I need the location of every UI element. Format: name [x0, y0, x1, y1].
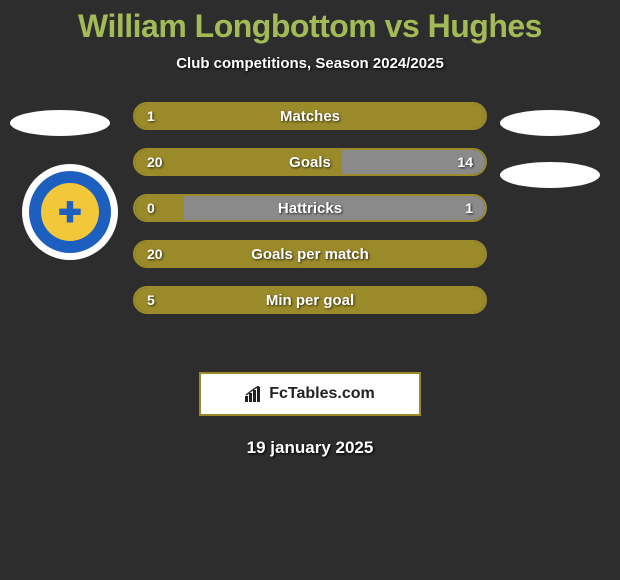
page-subtitle: Club competitions, Season 2024/2025: [0, 55, 620, 72]
comparison-area: ✚ Matches1 Goals2014 Hattricks01 Goals per …: [0, 102, 620, 362]
page-title: William Longbottom vs Hughes: [0, 8, 620, 45]
brand-attribution: FcTables.com: [199, 372, 421, 416]
stat-bar: Hattricks01: [133, 194, 487, 222]
brand-text: FcTables.com: [269, 385, 375, 403]
player2-photo-placeholder: [500, 110, 600, 136]
player1-club-badge: ✚: [22, 164, 118, 260]
stat-bar: Goals per match20: [133, 240, 487, 268]
stat-bar: Matches1: [133, 102, 487, 130]
stat-bars: Matches1 Goals2014 Hattricks01 Goals per ma…: [133, 102, 487, 332]
player2-club-placeholder: [500, 162, 600, 188]
player1-photo-placeholder: [10, 110, 110, 136]
snapshot-date: 19 january 2025: [0, 438, 620, 458]
stat-bar: Min per goal5: [133, 286, 487, 314]
stat-bar: Goals2014: [133, 148, 487, 176]
